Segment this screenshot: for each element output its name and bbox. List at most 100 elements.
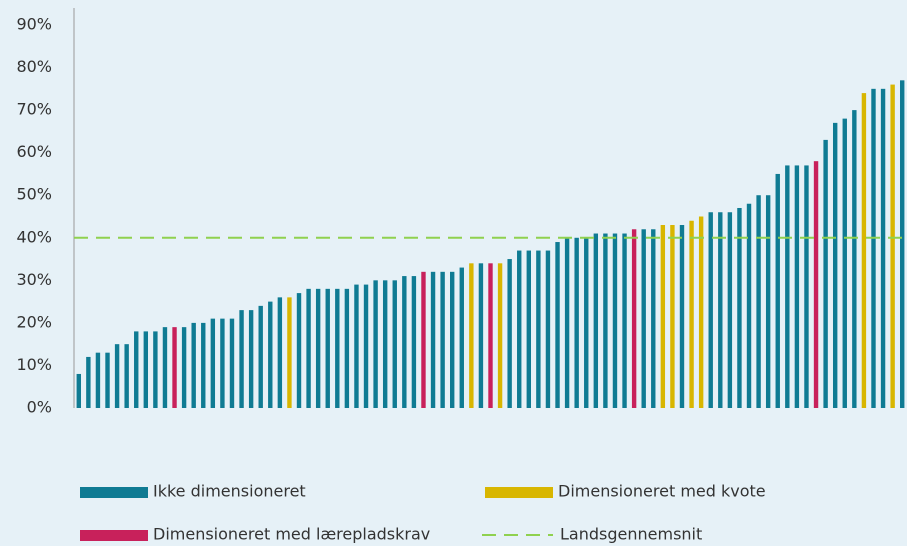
y-tick-label: 90%: [16, 15, 52, 34]
bar: [871, 88, 876, 408]
bar: [746, 203, 752, 408]
bar: [268, 301, 273, 408]
bar: [143, 331, 149, 408]
bar: [765, 195, 771, 408]
bar: [306, 288, 311, 408]
bar: [737, 207, 742, 408]
legend-swatch: [80, 487, 148, 498]
bar: [354, 284, 359, 408]
bar: [373, 280, 378, 408]
bar: [526, 250, 531, 408]
legend-label: Dimensioneret med lærepladskrav: [153, 525, 430, 544]
bar: [335, 288, 340, 408]
bar: [564, 237, 570, 408]
legend-label: Ikke dimensioneret: [153, 482, 306, 501]
y-tick-label: 20%: [16, 312, 52, 331]
bar: [651, 229, 656, 408]
bar: [421, 271, 426, 408]
bar: [880, 88, 886, 408]
bar: [315, 288, 321, 408]
bar: [842, 118, 847, 408]
bar: [794, 165, 800, 408]
bar: [287, 297, 292, 408]
bar: [813, 161, 819, 408]
bar: [775, 173, 780, 408]
bar: [545, 250, 551, 408]
bar: [698, 216, 704, 408]
bar: [258, 305, 263, 408]
bar: [622, 233, 627, 408]
bar: [450, 271, 455, 408]
bar: [612, 233, 618, 408]
bar: [631, 229, 637, 408]
bar: [210, 318, 216, 408]
bar: [708, 212, 713, 408]
bar: [402, 276, 407, 408]
bar: [114, 344, 120, 408]
bar: [679, 225, 685, 408]
y-tick-label: 50%: [16, 185, 52, 204]
bar: [134, 331, 139, 408]
bar: [727, 212, 733, 408]
bar: [392, 280, 397, 408]
bar: [239, 310, 244, 408]
bar: [229, 318, 235, 408]
bar: [574, 237, 579, 408]
legend-swatch: [485, 487, 553, 498]
bar: [296, 293, 302, 408]
bar: [201, 322, 206, 408]
bar: [105, 352, 110, 408]
bar: [900, 80, 905, 409]
bar: [536, 250, 541, 408]
y-tick-label: 30%: [16, 270, 52, 289]
bar: [670, 225, 675, 408]
bar: [890, 84, 895, 409]
bar: [852, 110, 857, 408]
y-tick-label: 0%: [27, 398, 52, 417]
bar: [248, 310, 254, 408]
bar: [861, 93, 867, 408]
bar: [478, 263, 484, 408]
y-tick-label: 70%: [16, 100, 52, 119]
bar: [382, 280, 388, 408]
y-tick-label: 80%: [16, 57, 52, 76]
bar: [277, 297, 283, 408]
bar: [430, 271, 436, 408]
legend-label: Dimensioneret med kvote: [558, 482, 766, 501]
bar: [497, 263, 503, 408]
bar: [603, 233, 608, 408]
bar: [95, 352, 101, 408]
bar: [124, 344, 129, 408]
legend-label: Landsgennemsnit: [560, 525, 702, 544]
bar: [660, 225, 666, 408]
bar: [555, 242, 560, 408]
bar: [153, 331, 158, 408]
bar: [517, 250, 522, 408]
bar: [363, 284, 369, 408]
bar: [832, 122, 838, 408]
bar: [459, 267, 464, 408]
bar: [584, 237, 589, 408]
bar: [507, 259, 512, 408]
bar: [785, 165, 790, 408]
bar: [172, 327, 177, 408]
bar: [162, 327, 168, 408]
bar: [804, 165, 809, 408]
bar: [593, 233, 599, 408]
bar: [411, 276, 417, 408]
bar: [181, 327, 187, 408]
bar: [823, 139, 828, 408]
y-tick-label: 60%: [16, 142, 52, 161]
bar: [641, 229, 646, 408]
bar: [469, 263, 474, 408]
bar: [76, 373, 81, 408]
bar: [220, 318, 225, 408]
bar: [689, 220, 694, 408]
bar: [718, 212, 723, 408]
bar: [191, 322, 196, 408]
legend-swatch: [80, 530, 148, 541]
y-tick-label: 10%: [16, 355, 52, 374]
bar: [488, 263, 493, 408]
bar: [325, 288, 330, 408]
